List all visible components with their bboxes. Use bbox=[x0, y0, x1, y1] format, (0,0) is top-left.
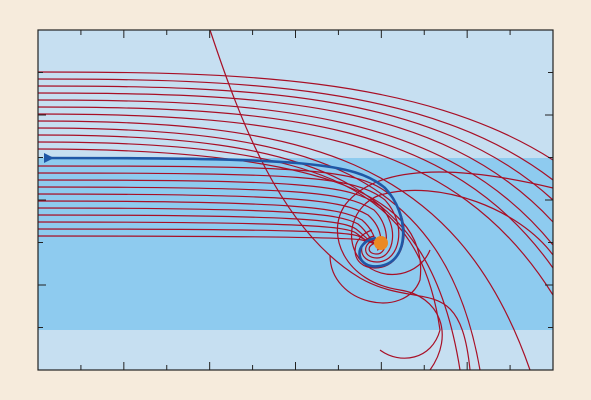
streamline bbox=[37, 207, 379, 247]
streamline bbox=[37, 106, 554, 269]
streamline bbox=[336, 171, 554, 371]
streamline bbox=[37, 85, 554, 201]
streamline bbox=[37, 141, 441, 359]
highlighted-trajectory bbox=[43, 153, 405, 268]
streamline bbox=[37, 78, 554, 181]
tick-marks bbox=[38, 30, 553, 370]
streamline bbox=[37, 99, 554, 246]
streamline bbox=[37, 172, 400, 263]
inner-band bbox=[38, 158, 553, 330]
streamline bbox=[37, 113, 554, 296]
streamline bbox=[37, 235, 381, 244]
streamline bbox=[37, 214, 379, 246]
streamline bbox=[37, 134, 461, 371]
streamline bbox=[37, 186, 387, 255]
streamline bbox=[37, 127, 481, 371]
streamline bbox=[351, 189, 554, 276]
streamline bbox=[209, 29, 471, 371]
trajectory-path bbox=[43, 156, 405, 268]
streamline bbox=[37, 120, 531, 371]
streamline bbox=[37, 179, 394, 259]
target-marker bbox=[374, 236, 388, 250]
trajectory-start-arrow bbox=[44, 153, 54, 163]
streamline bbox=[37, 71, 554, 161]
